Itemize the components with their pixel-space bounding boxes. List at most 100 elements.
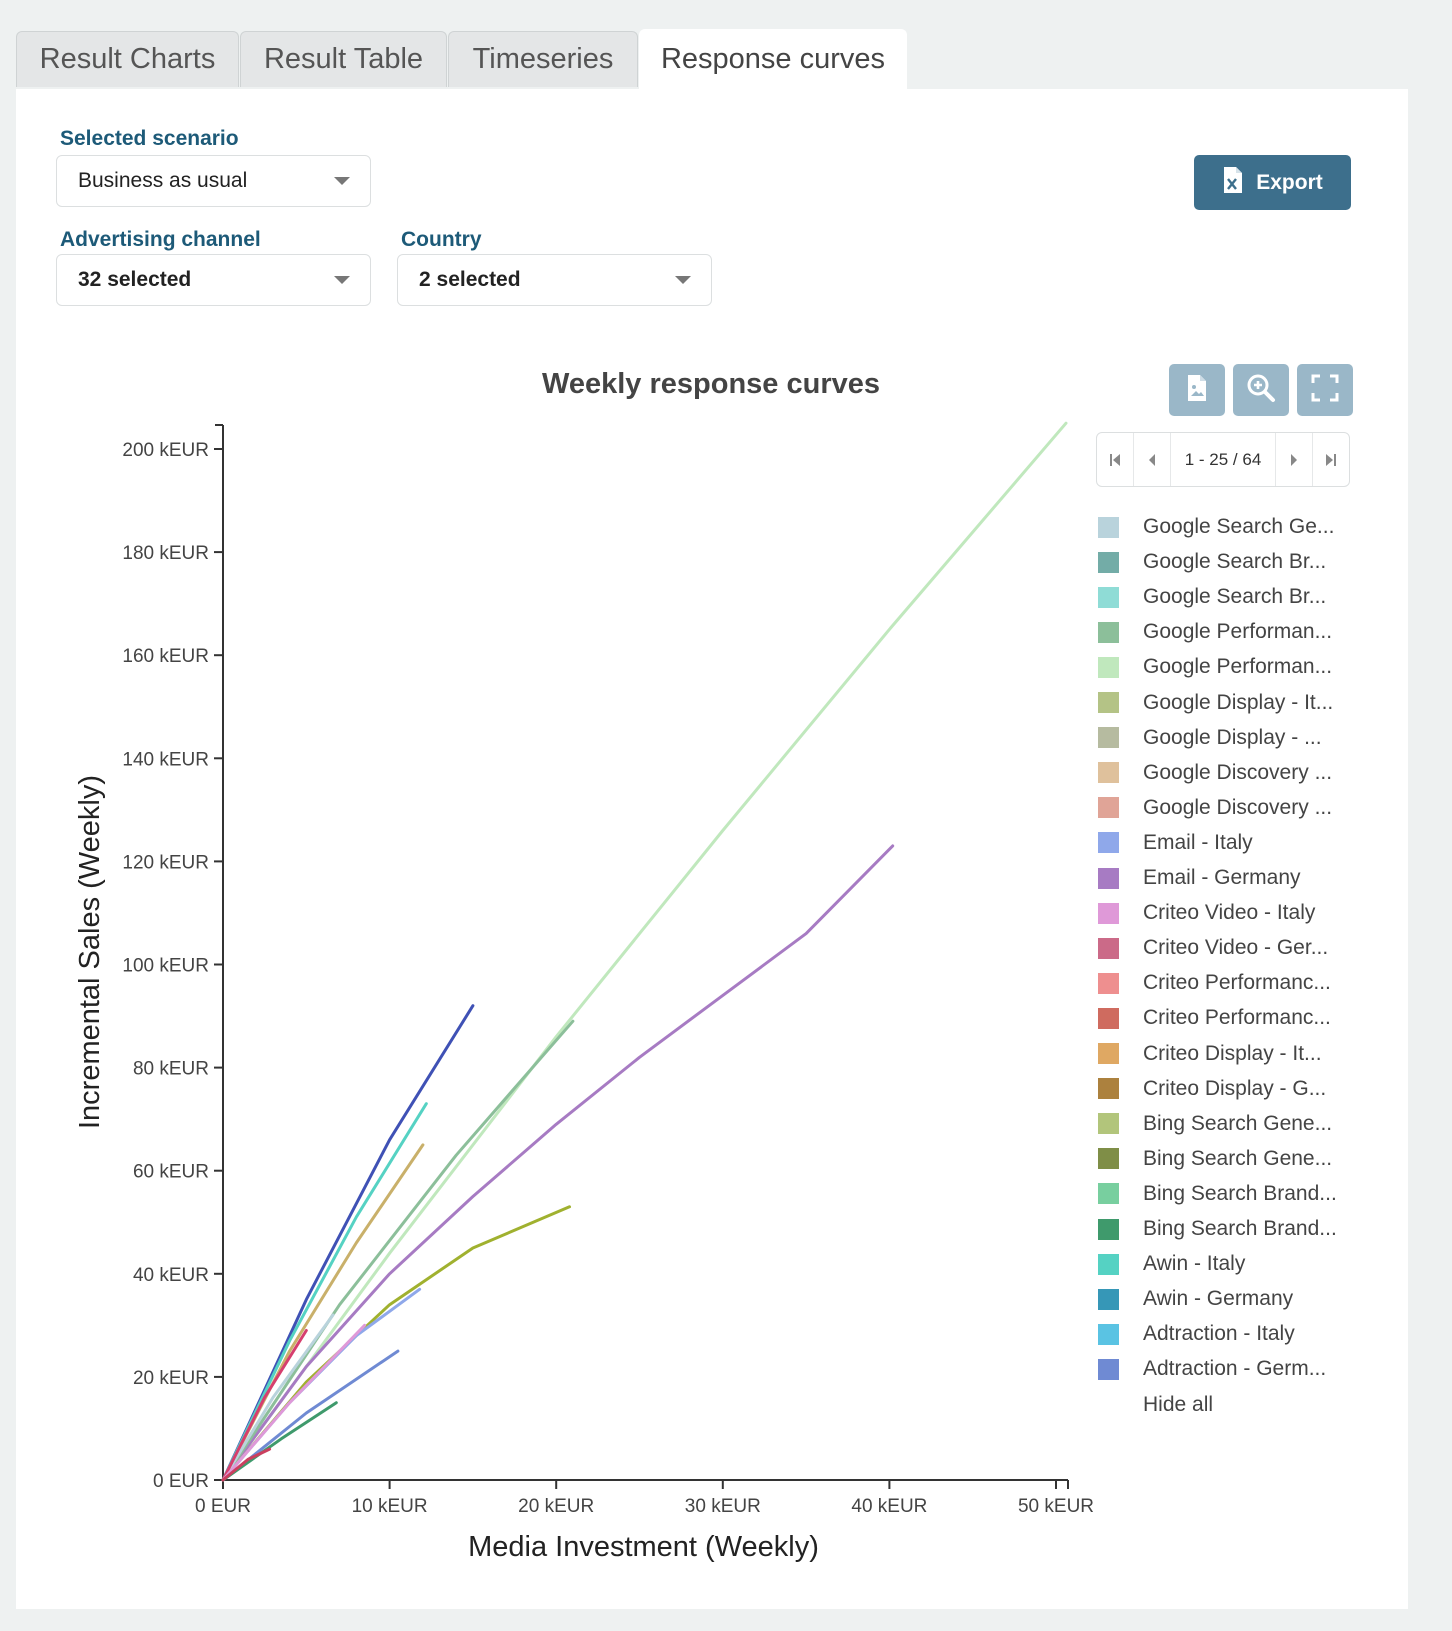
legend-label: Google Search Br... bbox=[1143, 550, 1327, 574]
export-label: Export bbox=[1256, 170, 1323, 194]
legend-item[interactable]: Awin - Italy bbox=[1098, 1252, 1245, 1276]
zoom-in-icon bbox=[1246, 373, 1276, 408]
legend-label: Email - Italy bbox=[1143, 830, 1253, 854]
chevron-down-icon bbox=[334, 177, 350, 185]
legend-item[interactable]: Criteo Video - Italy bbox=[1098, 901, 1315, 925]
legend-item[interactable]: Google Search Ge... bbox=[1098, 515, 1334, 539]
y-tick-label: 20 kEUR bbox=[133, 1368, 209, 1389]
pager-next-button[interactable] bbox=[1275, 433, 1312, 486]
legend-item[interactable]: Google Performan... bbox=[1098, 620, 1332, 644]
legend-label: Criteo Video - Italy bbox=[1143, 901, 1316, 925]
legend-item[interactable]: Criteo Performanc... bbox=[1098, 1006, 1331, 1030]
legend-item[interactable]: Email - Germany bbox=[1098, 866, 1301, 890]
channel-select[interactable]: 32 selected bbox=[56, 254, 371, 306]
legend-label: Criteo Video - Ger... bbox=[1143, 936, 1329, 960]
pager-prev-button[interactable] bbox=[1134, 433, 1171, 486]
country-select[interactable]: 2 selected bbox=[397, 254, 712, 306]
legend-label: Awin - Italy bbox=[1143, 1252, 1246, 1276]
x-tick-label: 40 kEUR bbox=[851, 1496, 927, 1517]
x-tick-label: 10 kEUR bbox=[352, 1496, 428, 1517]
legend-label: Google Performan... bbox=[1143, 620, 1333, 644]
legend-item[interactable]: Google Search Br... bbox=[1098, 585, 1326, 609]
pager-last-button[interactable] bbox=[1312, 433, 1349, 486]
country-label: Country bbox=[401, 228, 482, 251]
y-tick-label: 160 kEUR bbox=[122, 646, 209, 667]
series-line bbox=[221, 1323, 367, 1482]
legend-label: Google Display - ... bbox=[1143, 725, 1322, 749]
legend-swatch bbox=[1098, 727, 1119, 749]
series-line bbox=[221, 1287, 422, 1482]
legend-swatch bbox=[1098, 1288, 1119, 1310]
legend-swatch bbox=[1098, 586, 1119, 608]
legend-swatch bbox=[1098, 1323, 1119, 1345]
hide-all-link[interactable]: Hide all bbox=[1143, 1392, 1214, 1416]
legend-item[interactable]: Google Discovery ... bbox=[1098, 761, 1332, 785]
legend-swatch bbox=[1098, 762, 1119, 784]
tab-timeseries[interactable]: Timeseries bbox=[448, 31, 638, 87]
legend-item[interactable]: Bing Search Brand... bbox=[1098, 1217, 1337, 1241]
tab-result-table[interactable]: Result Table bbox=[240, 31, 447, 87]
legend-item[interactable]: Google Search Br... bbox=[1098, 550, 1326, 574]
x-axis-label: Media Investment (Weekly) bbox=[468, 1531, 819, 1563]
fullscreen-icon bbox=[1311, 374, 1339, 407]
legend-swatch bbox=[1098, 656, 1119, 678]
legend-label: Criteo Display - It... bbox=[1143, 1041, 1322, 1065]
legend-swatch bbox=[1098, 516, 1119, 538]
fullscreen-button[interactable] bbox=[1297, 364, 1353, 416]
legend-item[interactable]: Google Discovery ... bbox=[1098, 796, 1332, 820]
legend-swatch bbox=[1098, 867, 1119, 889]
x-tick-label: 50 kEUR bbox=[1018, 1496, 1094, 1517]
legend-label: Google Discovery ... bbox=[1143, 795, 1333, 819]
legend-item[interactable]: Criteo Video - Ger... bbox=[1098, 936, 1328, 960]
save-image-button[interactable] bbox=[1169, 364, 1225, 416]
legend-swatch bbox=[1098, 1043, 1119, 1064]
legend-item[interactable]: Criteo Display - G... bbox=[1098, 1077, 1326, 1101]
next-page-icon bbox=[1291, 453, 1297, 466]
legend-item[interactable]: Bing Search Gene... bbox=[1098, 1147, 1332, 1171]
legend-label: Criteo Display - G... bbox=[1143, 1076, 1327, 1100]
legend-item[interactable]: Bing Search Gene... bbox=[1098, 1112, 1332, 1136]
chevron-down-icon bbox=[675, 276, 691, 284]
tab-result-charts[interactable]: Result Charts bbox=[16, 31, 239, 87]
legend-label: Criteo Performanc... bbox=[1143, 1006, 1331, 1030]
legend-item[interactable]: Google Performan... bbox=[1098, 655, 1332, 679]
legend-item[interactable]: Google Display - ... bbox=[1098, 726, 1322, 750]
excel-file-icon bbox=[1222, 166, 1244, 200]
y-tick-label: 120 kEUR bbox=[122, 852, 209, 873]
legend-swatch bbox=[1098, 1183, 1119, 1205]
series-line bbox=[221, 1329, 308, 1482]
legend-item[interactable]: Adtraction - Italy bbox=[1098, 1322, 1295, 1346]
legend-swatch bbox=[1098, 551, 1119, 573]
legend-swatch bbox=[1098, 1358, 1119, 1380]
legend-item[interactable]: Email - Italy bbox=[1098, 831, 1253, 855]
tab-response-curves[interactable]: Response curves bbox=[639, 29, 907, 89]
legend-swatch bbox=[1098, 832, 1119, 854]
scenario-select[interactable]: Business as usual bbox=[56, 155, 371, 207]
legend-item[interactable]: Google Display - It... bbox=[1098, 691, 1333, 715]
legend-item[interactable]: Awin - Germany bbox=[1098, 1287, 1293, 1311]
legend-label: Google Display - It... bbox=[1143, 690, 1334, 714]
pager-first-button[interactable] bbox=[1097, 433, 1134, 486]
series-line bbox=[221, 1313, 335, 1482]
zoom-button[interactable] bbox=[1233, 364, 1289, 416]
legend-item[interactable]: Criteo Performanc... bbox=[1098, 971, 1331, 995]
legend-label: Adtraction - Italy bbox=[1143, 1322, 1295, 1346]
last-page-icon bbox=[1326, 453, 1336, 466]
y-tick-label: 100 kEUR bbox=[122, 956, 209, 977]
y-axis-label: Incremental Sales (Weekly) bbox=[74, 775, 106, 1129]
pager-range: 1 - 25 / 64 bbox=[1184, 449, 1262, 469]
legend-swatch bbox=[1098, 797, 1119, 819]
chart-title: Weekly response curves bbox=[542, 368, 880, 400]
legend-swatch bbox=[1098, 692, 1119, 713]
content-panel bbox=[16, 89, 1408, 1609]
prev-page-icon bbox=[1149, 453, 1155, 466]
channel-label: Advertising channel bbox=[60, 228, 261, 251]
legend-item[interactable]: Bing Search Brand... bbox=[1098, 1182, 1337, 1206]
legend-item[interactable]: Adtraction - Germ... bbox=[1098, 1357, 1326, 1381]
y-tick-label: 60 kEUR bbox=[133, 1162, 209, 1183]
legend-swatch bbox=[1098, 972, 1119, 994]
legend-item[interactable]: Criteo Display - It... bbox=[1098, 1042, 1322, 1066]
export-button[interactable]: Export bbox=[1194, 155, 1351, 210]
x-tick-label: 0 EUR bbox=[195, 1496, 251, 1517]
legend-label: Google Search Br... bbox=[1143, 585, 1327, 609]
